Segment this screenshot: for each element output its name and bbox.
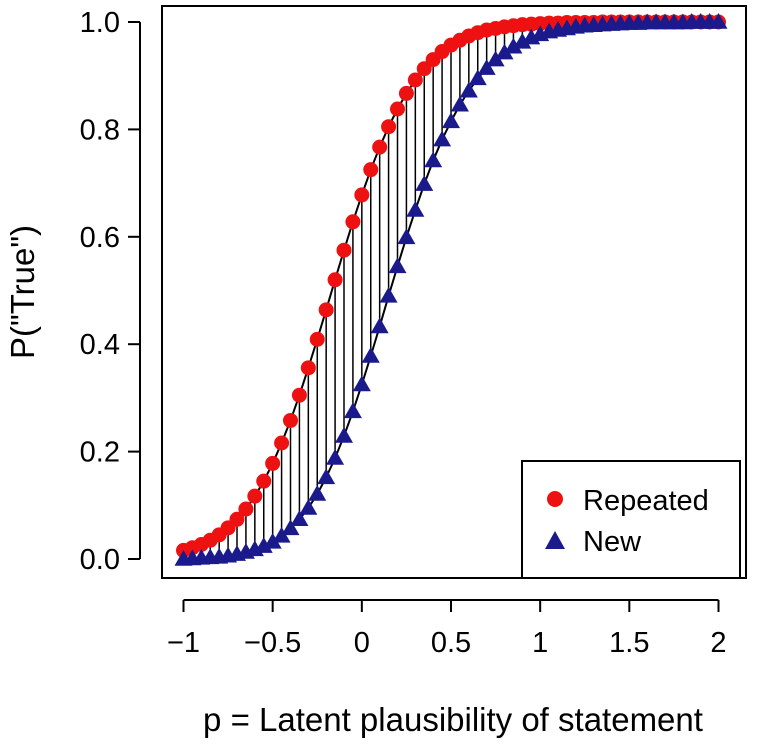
new-point — [415, 175, 434, 191]
repeated-point — [283, 412, 298, 428]
repeated-point — [372, 139, 388, 155]
x-tick-label: −1 — [167, 627, 200, 659]
x-tick-label: −0.5 — [244, 627, 301, 659]
repeated-point — [336, 242, 352, 258]
repeated-point — [390, 101, 405, 117]
legend-new-marker — [545, 531, 565, 549]
x-tick-label: 2 — [710, 627, 726, 659]
repeated-point — [265, 455, 281, 471]
new-point — [486, 50, 505, 67]
repeated-point — [238, 501, 254, 517]
new-point — [709, 13, 728, 29]
new-point — [397, 228, 416, 245]
y-tick-label: 0.0 — [80, 544, 120, 576]
x-tick-label: 0.5 — [431, 627, 471, 659]
x-tick-label: 1 — [532, 627, 548, 659]
y-tick-label: 0.6 — [80, 222, 120, 254]
repeated-point — [229, 511, 245, 527]
new-point — [513, 32, 532, 49]
new-point — [308, 485, 327, 501]
new-point — [370, 317, 389, 334]
repeated-point — [300, 360, 316, 376]
new-point — [424, 151, 443, 168]
new-point — [263, 532, 282, 549]
new-point — [335, 427, 353, 443]
repeated-point — [291, 387, 307, 403]
x-tick-label: 0 — [354, 627, 370, 659]
repeated-point — [345, 214, 361, 230]
repeated-point — [407, 72, 423, 88]
new-point — [388, 257, 407, 274]
y-tick-label: 0.4 — [80, 329, 120, 361]
new-point — [495, 43, 514, 60]
legend-repeated-marker — [547, 491, 563, 507]
repeated-point — [274, 435, 290, 451]
connector-lines — [182, 22, 684, 559]
new-point — [433, 130, 452, 147]
new-point — [290, 510, 309, 527]
new-point — [406, 200, 425, 217]
repeated-point — [256, 473, 272, 489]
repeated-point — [247, 488, 263, 504]
new-point — [379, 286, 398, 303]
new-point — [343, 402, 362, 419]
new-series — [174, 13, 728, 566]
repeated-point — [327, 272, 343, 288]
x-tick-label: 1.5 — [609, 627, 649, 659]
x-axis-title: p = Latent plausibility of statement — [203, 701, 703, 738]
legend-box — [521, 460, 741, 579]
legend-repeated-label: Repeated — [583, 485, 709, 517]
new-point — [281, 519, 300, 536]
new-point — [361, 347, 380, 363]
repeated-point — [381, 119, 397, 135]
new-point — [442, 112, 460, 129]
new-point — [352, 375, 371, 392]
new-point — [254, 537, 273, 553]
new-point — [326, 449, 345, 465]
repeated-point — [318, 302, 334, 318]
y-axis-title: P("True") — [4, 225, 41, 359]
new-point — [504, 37, 523, 54]
new-point — [477, 59, 496, 75]
y-tick-label: 0.2 — [80, 437, 120, 469]
repeated-point — [309, 331, 325, 347]
new-point — [317, 468, 336, 485]
y-tick-label: 1.0 — [80, 7, 120, 39]
repeated-point — [363, 162, 379, 178]
plot-frame — [161, 5, 747, 579]
x-axis: −1 −0.5 0 0.5 1 1.5 2 — [167, 599, 727, 659]
repeated-point — [354, 187, 370, 203]
new-point — [272, 526, 291, 543]
y-axis: 0.0 0.2 0.4 0.6 0.8 1.0 — [80, 7, 141, 576]
new-point — [450, 95, 469, 112]
legend: Repeated New — [521, 460, 741, 579]
new-point — [468, 69, 487, 86]
repeated-point — [398, 85, 414, 101]
legend-new-label: New — [583, 526, 642, 558]
new-point — [299, 498, 318, 515]
y-tick-label: 0.8 — [80, 114, 120, 146]
new-point — [459, 81, 478, 98]
